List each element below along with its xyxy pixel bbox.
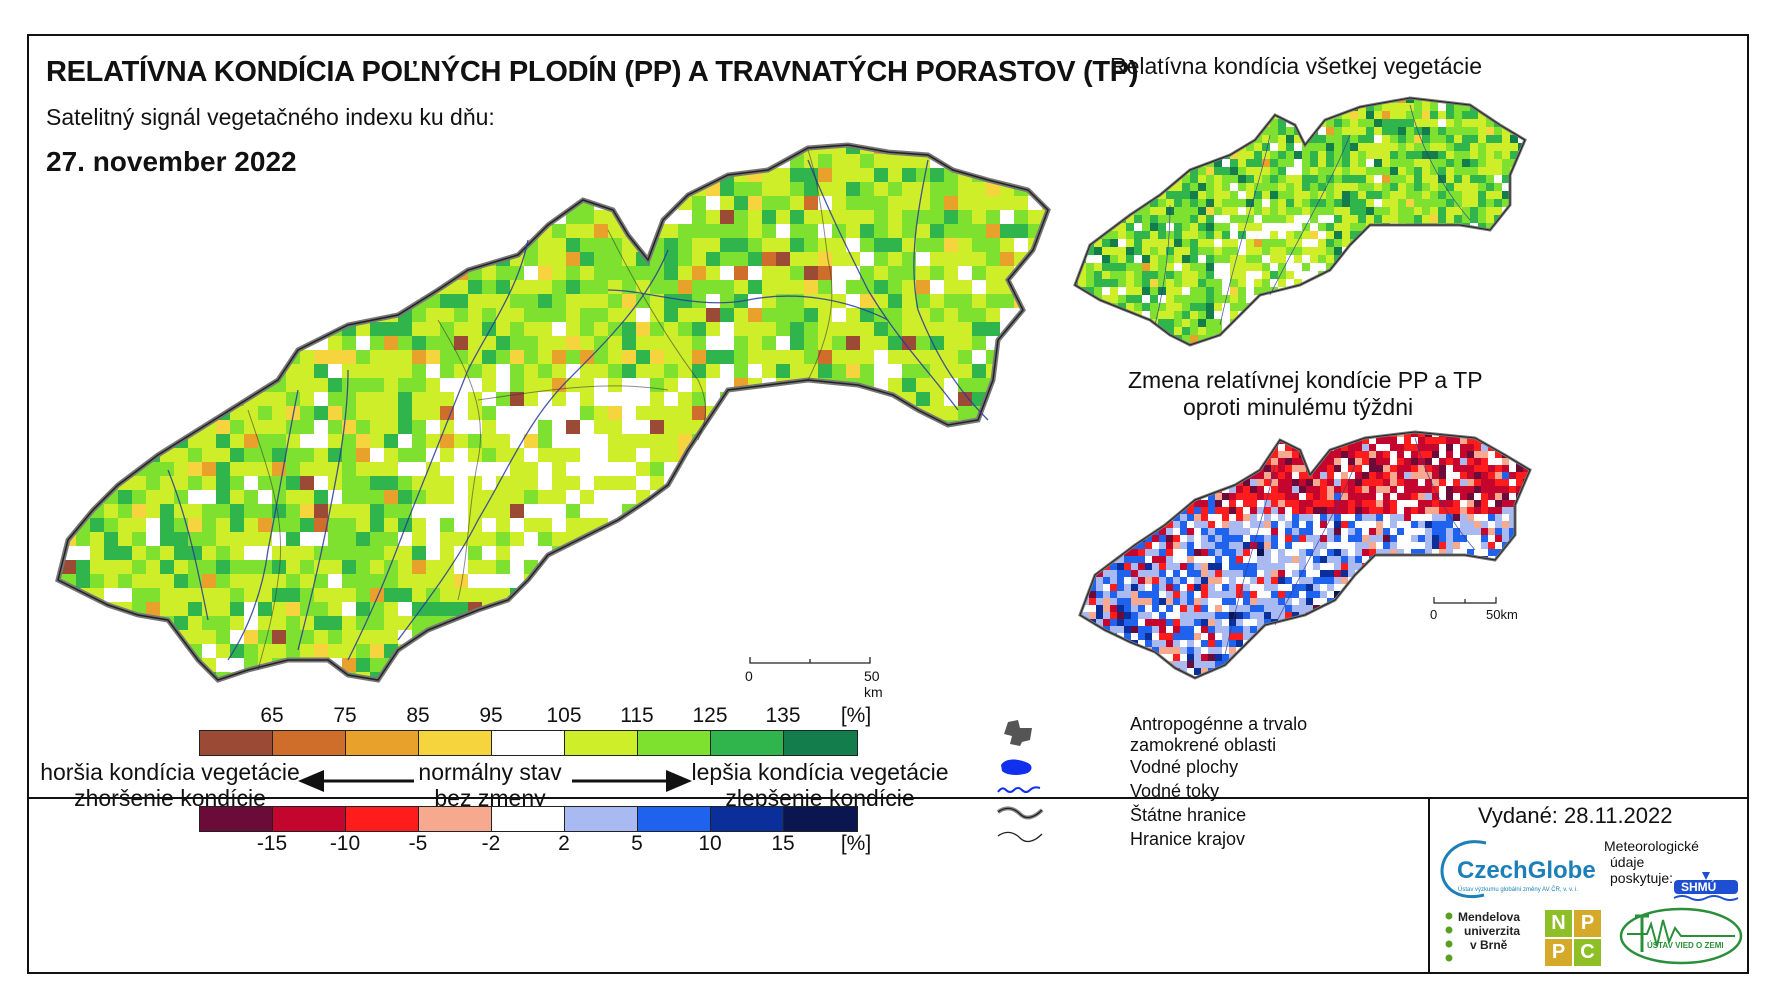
page-subtitle: Satelitný signál vegetačného indexu ku d…: [46, 104, 495, 130]
condition-tick-label: 105: [546, 704, 582, 727]
arrow-right-icon: [572, 770, 692, 792]
condition-color-swatch: [273, 731, 346, 755]
condition-tick-label: 85: [406, 704, 430, 727]
region-border-icon: [997, 831, 1043, 843]
change-color-swatch: [346, 807, 419, 831]
condition-tick-label: 125: [692, 704, 728, 727]
meteo-line2: údaje: [1610, 854, 1645, 870]
change-color-swatch: [419, 807, 492, 831]
inset-scale-zero: 0: [1430, 607, 1438, 622]
inset-scale-bar: 0 50km: [1430, 595, 1552, 625]
mendel-line3: v Brně: [1470, 938, 1508, 952]
legend-better-line1: lepšia kondícia vegetácie: [691, 759, 949, 785]
condition-color-swatch: [419, 731, 492, 755]
inset-all-vegetation-title: Relatívna kondícia všetkej vegetácie: [1110, 53, 1483, 79]
change-color-swatch: [711, 807, 784, 831]
main-scale-bar: 0 50 km: [745, 655, 898, 700]
legend-water-bodies: Vodné plochy: [1130, 757, 1239, 777]
condition-color-swatch: [346, 731, 419, 755]
condition-tick-label: [%]: [840, 704, 872, 727]
legend-region-border: Hranice krajov: [1130, 829, 1246, 849]
uvz-text: ÚSTAV VIED O ZEMI: [1647, 941, 1724, 950]
anthropogenic-area-icon: [1004, 720, 1032, 746]
condition-tick-label: 95: [479, 704, 503, 727]
mendel-line1: Mendelova: [1458, 910, 1521, 924]
legend-normal: normálny stav bez zmeny: [400, 759, 580, 811]
change-color-swatch: [638, 807, 711, 831]
condition-tick-label: 65: [260, 704, 284, 727]
page-title: RELATÍVNA KONDÍCIA POĽNÝCH PLODÍN (PP) A…: [46, 56, 1139, 88]
inset-change-title-line1: Zmena relatívnej kondície PP a TP: [1128, 367, 1483, 393]
inset-scale-end: 50km: [1486, 607, 1518, 622]
change-tick-label: 5: [631, 832, 643, 855]
change-inset-map: [1078, 430, 1532, 680]
condition-color-swatch: [565, 731, 638, 755]
czechglobe-text: CzechGlobe: [1457, 857, 1596, 884]
legend-anthropogenic-line1: Antropogénne a trvalo: [1130, 714, 1308, 734]
change-tick-label: 10: [698, 832, 722, 855]
arrow-left-icon: [298, 770, 414, 792]
change-tick-label: -2: [481, 832, 501, 855]
legend-better: lepšia kondícia vegetácie zlepšenie kond…: [686, 759, 954, 811]
condition-tick-label: 75: [333, 704, 357, 727]
legend-worse: horšia kondícia vegetácie zhoršenie kond…: [40, 759, 300, 811]
change-color-swatch: [492, 807, 565, 831]
legend-worse-line1: horšia kondícia vegetácie: [40, 759, 300, 785]
legend-divider: [27, 797, 1749, 799]
condition-color-swatch: [492, 731, 565, 755]
czechglobe-logo: CzechGlobe Ústav výzkumu globální změny …: [1436, 835, 1604, 905]
change-tick-label: 2: [558, 832, 570, 855]
change-color-swatch: [565, 807, 638, 831]
nppc-letter: N: [1545, 910, 1572, 937]
all-vegetation-inset-map: [1073, 96, 1527, 347]
condition-colorbar: [199, 730, 858, 756]
footer-divider: [1428, 798, 1430, 974]
earth-science-institute-logo: ÚSTAV VIED O ZEMI: [1617, 906, 1745, 966]
main-scale-end: 50 km: [864, 668, 883, 700]
condition-color-swatch: [784, 731, 857, 755]
water-body-icon: [1001, 759, 1032, 775]
shmu-logo: SHMÚ: [1672, 870, 1740, 904]
change-tick-label: [%]: [840, 832, 872, 855]
change-tick-label: -5: [408, 832, 428, 855]
nppc-logo: N P P C: [1545, 910, 1601, 966]
meteo-line3: poskytuje:: [1610, 870, 1674, 886]
stream-icon: [997, 786, 1041, 793]
condition-color-swatch: [638, 731, 711, 755]
mendel-line2: univerzita: [1464, 924, 1521, 938]
issued-date: Vydané: 28.11.2022: [1478, 803, 1673, 828]
change-color-swatch: [784, 807, 857, 831]
map-frame: [27, 34, 1749, 974]
nppc-letter: P: [1545, 939, 1572, 966]
shmu-text: SHMÚ: [1681, 880, 1717, 894]
legend-anthropogenic-line2: zamokrené oblasti: [1130, 735, 1277, 755]
legend-anthropogenic: Antropogénne a trvalo zamokrené oblasti: [1130, 714, 1307, 756]
legend-state-border: Štátne hranice: [1130, 805, 1247, 825]
mendel-university-logo: Mendelova univerzita v Brně: [1445, 910, 1521, 962]
meteo-line1: Meteorologické: [1604, 838, 1699, 854]
condition-tick-label: 135: [765, 704, 801, 727]
nppc-letter: C: [1574, 939, 1601, 966]
change-tick-label: -10: [329, 832, 361, 855]
main-scale-zero: 0: [745, 668, 753, 684]
change-colorbar: [199, 806, 858, 832]
condition-color-swatch: [200, 731, 273, 755]
meteo-provider-text: Meteorologické údaje poskytuje:: [1604, 838, 1699, 886]
report-date: 27. november 2022: [46, 146, 297, 177]
change-tick-label: -15: [256, 832, 288, 855]
czechglobe-subtext: Ústav výzkumu globální změny AV ČR, v. v…: [1458, 887, 1579, 893]
condition-color-swatch: [711, 731, 784, 755]
legend-streams: Vodné toky: [1130, 781, 1220, 801]
nppc-letter: P: [1574, 910, 1601, 937]
condition-tick-label: 115: [620, 704, 654, 727]
inset-change-title-line2: oproti minulému týždni: [1183, 394, 1414, 420]
legend-normal-line1: normálny stav: [418, 759, 562, 785]
change-color-swatch: [200, 807, 273, 831]
main-condition-map: [48, 140, 1178, 780]
change-tick-label: 15: [771, 832, 795, 855]
change-color-swatch: [273, 807, 346, 831]
state-border-icon: [996, 806, 1044, 820]
